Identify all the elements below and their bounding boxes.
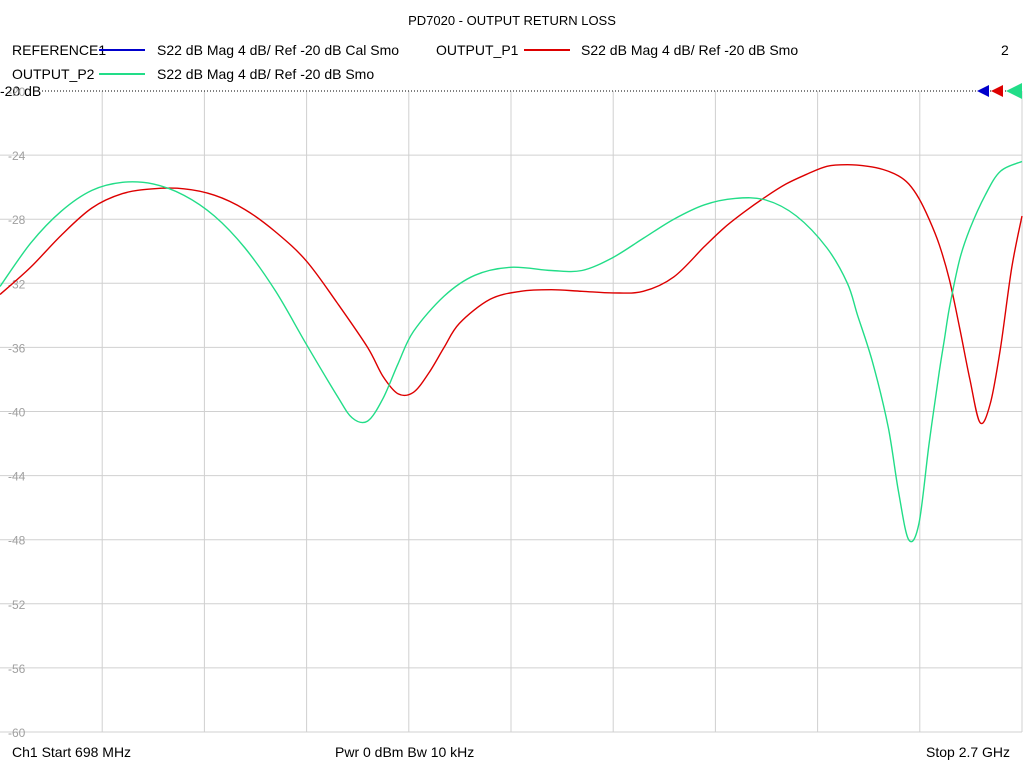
- trace-output-p1: [0, 163, 1023, 425]
- reference-markers: [977, 83, 1022, 99]
- y-tick-label: -56: [8, 662, 26, 676]
- y-tick-label: -32: [8, 277, 26, 291]
- y-tick-label: -48: [8, 534, 26, 548]
- reference-level-label: -20 dB: [0, 83, 42, 99]
- reference1-marker-icon: [977, 85, 989, 97]
- y-tick-label: -52: [8, 598, 26, 612]
- trace-count: 2: [1001, 42, 1009, 58]
- grid-lines: [0, 91, 1023, 733]
- y-tick-labels: -20 -24 -28 -32 -36 -40 -44 -48 -52 -56 -60: [8, 85, 26, 740]
- y-tick-label: -36: [8, 341, 26, 355]
- chart-title: PD7020 - OUTPUT RETURN LOSS: [408, 13, 616, 28]
- output-p2-marker-icon: [1006, 83, 1022, 99]
- trace-output-p2: [0, 160, 1023, 543]
- y-tick-label: -44: [8, 470, 26, 484]
- y-tick-label: -28: [8, 213, 26, 227]
- legend-name-output-p2: OUTPUT_P2: [12, 66, 95, 82]
- legend-name-reference1: REFERENCE1: [12, 42, 107, 58]
- output-p1-marker-icon: [991, 85, 1003, 97]
- footer-stop: Stop 2.7 GHz: [926, 744, 1011, 760]
- y-tick-label: -40: [8, 406, 26, 420]
- y-tick-label: -24: [8, 149, 26, 163]
- legend-desc-reference1: S22 dB Mag 4 dB/ Ref -20 dB Cal Smo: [157, 42, 400, 58]
- legend-desc-output-p2: S22 dB Mag 4 dB/ Ref -20 dB Smo: [157, 66, 375, 82]
- legend-name-output-p1: OUTPUT_P1: [436, 42, 519, 58]
- legend-line-output-p1: [524, 49, 570, 51]
- y-tick-label: -20: [8, 85, 26, 99]
- traces: [0, 160, 1023, 543]
- y-tick-label: -60: [8, 726, 26, 740]
- footer-start: Ch1 Start 698 MHz: [12, 744, 132, 760]
- legend-line-output-p2: [99, 73, 145, 75]
- legend-desc-output-p1: S22 dB Mag 4 dB/ Ref -20 dB Smo: [581, 42, 799, 58]
- legend-line-reference1: [99, 49, 145, 51]
- footer-power-bandwidth: Pwr 0 dBm Bw 10 kHz: [335, 744, 475, 760]
